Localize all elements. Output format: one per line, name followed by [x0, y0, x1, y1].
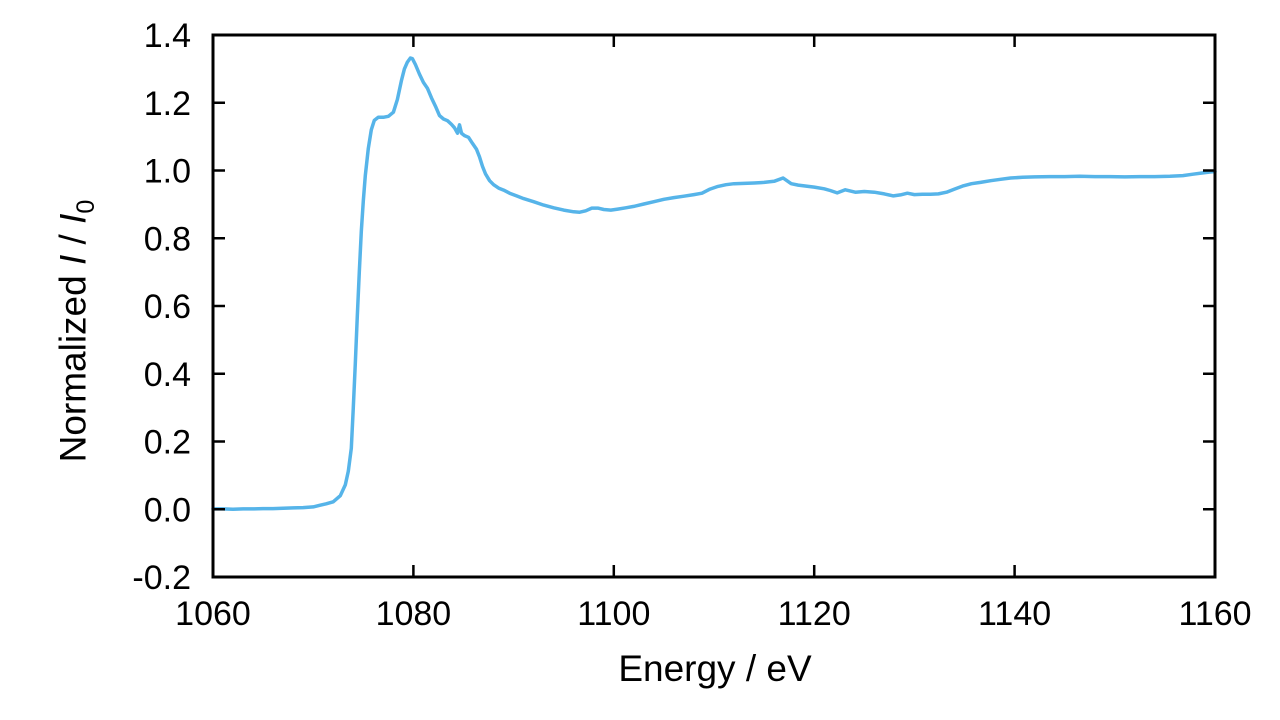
y-tick-label: 1.0 [144, 153, 191, 191]
x-tick-label: 1100 [577, 595, 650, 633]
x-axis-title: Energy / eV [214, 650, 1216, 687]
x-tick-label: 1060 [175, 595, 251, 633]
y-axis-title: Normalized I / I0 [52, 199, 101, 463]
y-tick-label: -0.2 [132, 559, 191, 597]
y-axis-title-prefix: Normalized [52, 265, 94, 463]
y-axis-title-symbol-i: I [52, 254, 94, 265]
y-axis-title-slash: / [52, 223, 94, 255]
y-tick-label: 0.6 [144, 288, 191, 326]
spectrum-line [211, 56, 1217, 512]
plot-frame [211, 33, 1217, 579]
y-axis-title-subscript: 0 [72, 199, 101, 214]
x-tick-label: 1160 [1178, 595, 1251, 633]
y-tick-label: 0.2 [144, 424, 191, 462]
y-axis-title-symbol-i0: I [52, 213, 94, 224]
x-tick-label: 1120 [778, 595, 851, 633]
y-tick-label: 0.8 [144, 220, 191, 258]
x-tick-label: 1080 [376, 595, 452, 633]
y-tick-label: 0.4 [144, 356, 191, 394]
x-axis-title-text: Energy / eV [618, 648, 812, 689]
y-tick-label: 1.4 [144, 17, 191, 55]
x-tick-label: 1140 [978, 595, 1051, 633]
y-tick-label: 0.0 [144, 491, 191, 529]
y-tick-label: 1.2 [144, 85, 191, 123]
